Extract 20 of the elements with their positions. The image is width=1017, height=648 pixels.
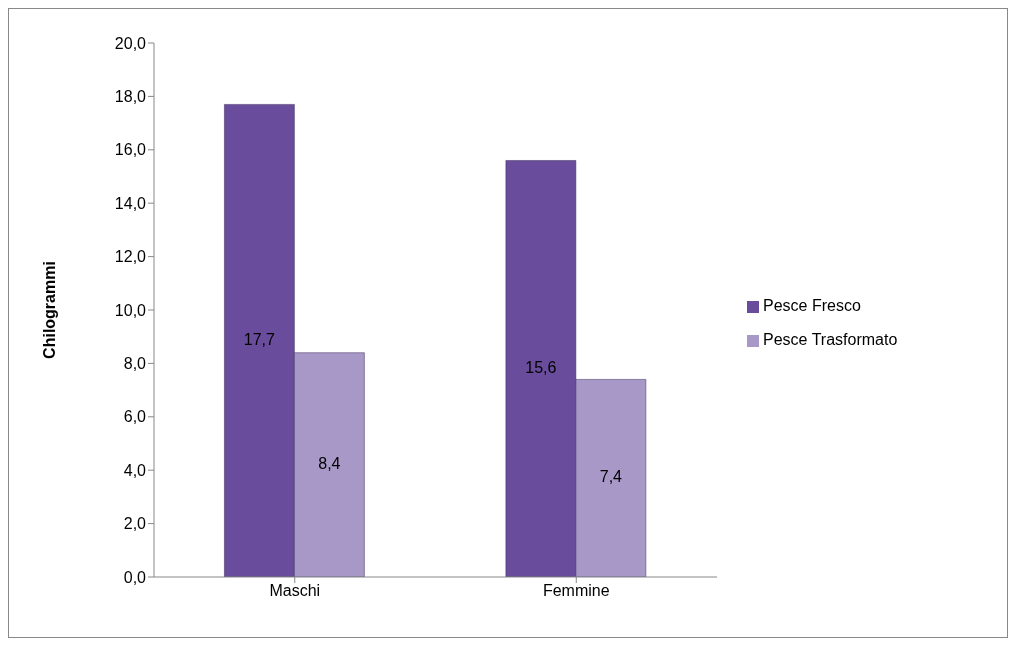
y-tick-label: 0,0 [123,568,147,586]
y-tick-label: 2,0 [123,515,147,533]
y-axis-title: Chilogrammi [40,261,58,359]
data-label: 15,6 [525,358,557,376]
data-label: 17,7 [243,330,276,348]
y-tick-label: 16,0 [114,141,147,159]
y-tick-label: 4,0 [123,461,147,479]
data-label: 8,4 [318,455,341,473]
data-label: 7,4 [599,468,623,486]
y-tick-label: 6,0 [123,408,147,426]
legend-label: Pesce Trasformato [763,331,898,348]
x-tick-label: Maschi [269,582,321,600]
y-tick-label: 10,0 [114,301,147,319]
y-tick-label: 20,0 [114,34,147,52]
y-tick-label: 14,0 [114,194,147,212]
y-tick-label: 12,0 [114,248,147,266]
legend-label: Pesce Fresco [763,297,861,314]
y-tick-label: 8,0 [123,355,147,373]
x-tick-label: Femmine [542,582,610,600]
y-tick-label: 18,0 [114,88,147,106]
